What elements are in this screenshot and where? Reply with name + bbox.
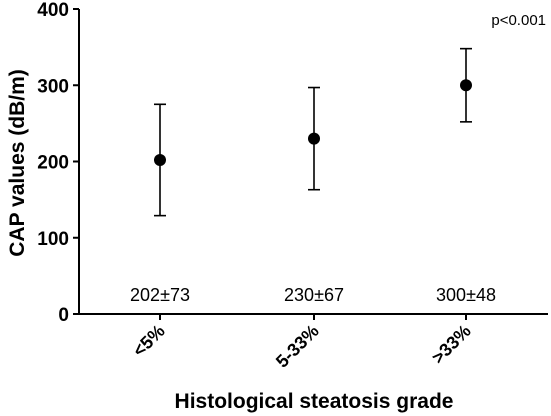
x-axis-title: Histological steatosis grade <box>175 390 454 413</box>
x-axis: <5% 5-33% >33% <box>79 313 548 372</box>
x-tick-label: 5-33% <box>272 321 323 372</box>
data-point <box>308 132 320 145</box>
y-tick-label: 0 <box>58 305 69 326</box>
y-tick-label: 300 <box>37 76 69 97</box>
y-axis: 0 100 200 300 400 <box>37 0 80 326</box>
y-tick-label: 100 <box>37 229 69 250</box>
data-label: 300±48 <box>436 285 496 305</box>
data-label: 202±73 <box>130 285 190 305</box>
data-point <box>154 153 166 166</box>
x-tick-label: <5% <box>129 321 169 361</box>
p-value-annotation: p<0.001 <box>491 12 546 29</box>
x-tick-label: >33% <box>428 321 475 368</box>
y-axis-title: CAP values (dB/m) <box>6 69 29 257</box>
data-marks: 202±73 230±67 300±48 <box>130 47 496 305</box>
y-tick-label: 400 <box>37 0 69 21</box>
data-label: 230±67 <box>284 285 344 305</box>
data-point <box>460 79 472 92</box>
y-tick-label: 200 <box>37 153 69 174</box>
